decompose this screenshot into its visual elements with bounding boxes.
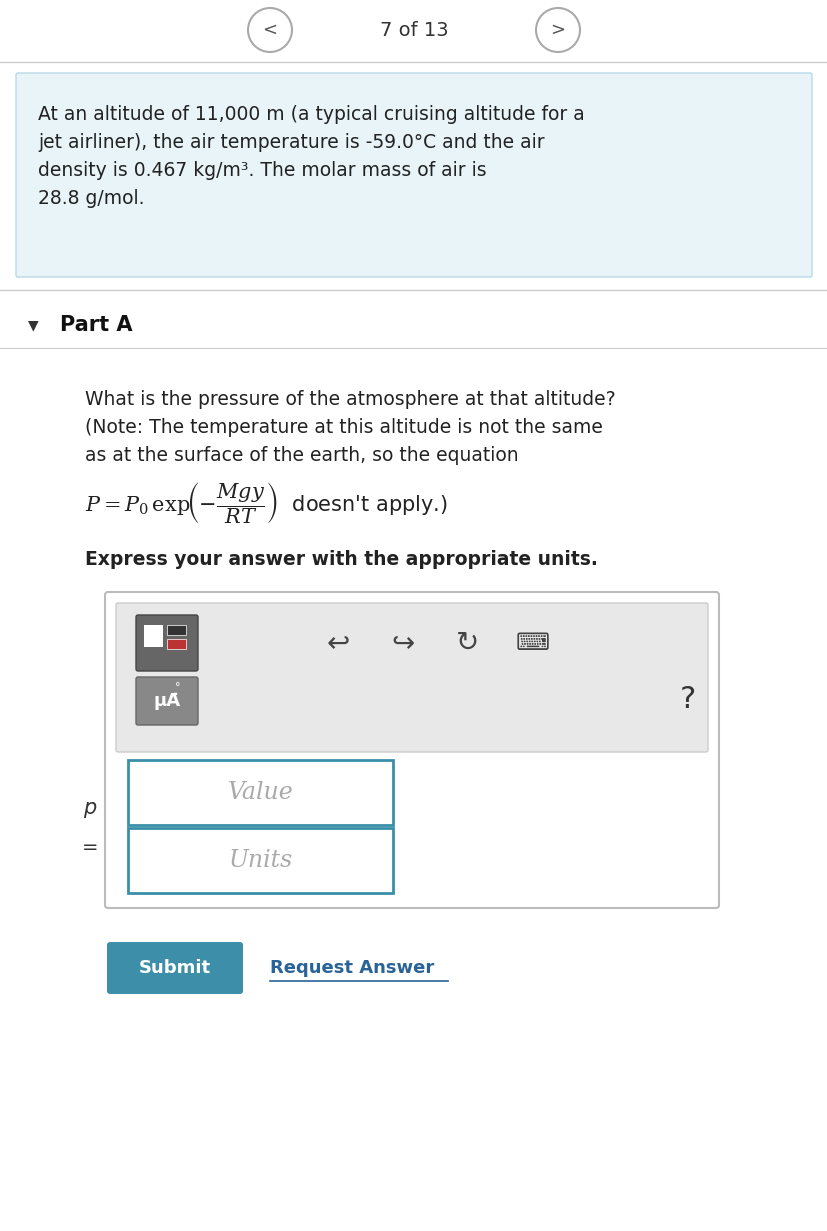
- Text: $P = P_0\,\mathrm{exp}\!\left(-\dfrac{Mgy}{RT}\right)$  doesn't apply.): $P = P_0\,\mathrm{exp}\!\left(-\dfrac{Mg…: [85, 480, 447, 526]
- Text: Value: Value: [227, 780, 293, 804]
- Text: ▼: ▼: [28, 318, 39, 332]
- Text: density is 0.467 kg/m³. The molar mass of air is: density is 0.467 kg/m³. The molar mass o…: [38, 161, 486, 180]
- FancyBboxPatch shape: [116, 603, 707, 752]
- FancyBboxPatch shape: [167, 639, 186, 649]
- Text: (Note: The temperature at this altitude is not the same: (Note: The temperature at this altitude …: [85, 419, 602, 437]
- Text: ↪: ↪: [391, 629, 414, 657]
- Text: Units: Units: [228, 849, 292, 872]
- FancyBboxPatch shape: [136, 616, 198, 671]
- Text: Part A: Part A: [60, 315, 132, 335]
- Text: What is the pressure of the atmosphere at that altitude?: What is the pressure of the atmosphere a…: [85, 390, 615, 409]
- Text: 7 of 13: 7 of 13: [380, 21, 447, 39]
- FancyBboxPatch shape: [107, 942, 242, 993]
- Text: 28.8 g/mol.: 28.8 g/mol.: [38, 190, 145, 208]
- Text: μȦ: μȦ: [153, 692, 180, 710]
- Text: ?: ?: [679, 686, 696, 714]
- Text: >: >: [550, 21, 565, 39]
- Text: Request Answer: Request Answer: [270, 959, 433, 977]
- Text: ⌨: ⌨: [515, 632, 549, 655]
- FancyBboxPatch shape: [105, 592, 718, 908]
- Text: $p$: $p$: [83, 800, 97, 820]
- Text: °: °: [175, 682, 180, 692]
- Text: ↻: ↻: [456, 629, 479, 657]
- FancyBboxPatch shape: [128, 828, 393, 892]
- FancyBboxPatch shape: [16, 73, 811, 277]
- Text: <: <: [262, 21, 277, 39]
- FancyBboxPatch shape: [167, 625, 186, 635]
- Text: At an altitude of 11,000 m (a typical cruising altitude for a: At an altitude of 11,000 m (a typical cr…: [38, 105, 584, 124]
- Text: jet airliner), the air temperature is -59.0°C and the air: jet airliner), the air temperature is -5…: [38, 133, 544, 151]
- FancyBboxPatch shape: [144, 625, 163, 648]
- Text: ↩: ↩: [326, 629, 349, 657]
- Text: =: =: [82, 838, 98, 858]
- FancyBboxPatch shape: [136, 677, 198, 725]
- Text: Submit: Submit: [139, 959, 211, 977]
- Text: as at the surface of the earth, so the equation: as at the surface of the earth, so the e…: [85, 446, 518, 465]
- FancyBboxPatch shape: [128, 760, 393, 825]
- Text: Express your answer with the appropriate units.: Express your answer with the appropriate…: [85, 550, 597, 569]
